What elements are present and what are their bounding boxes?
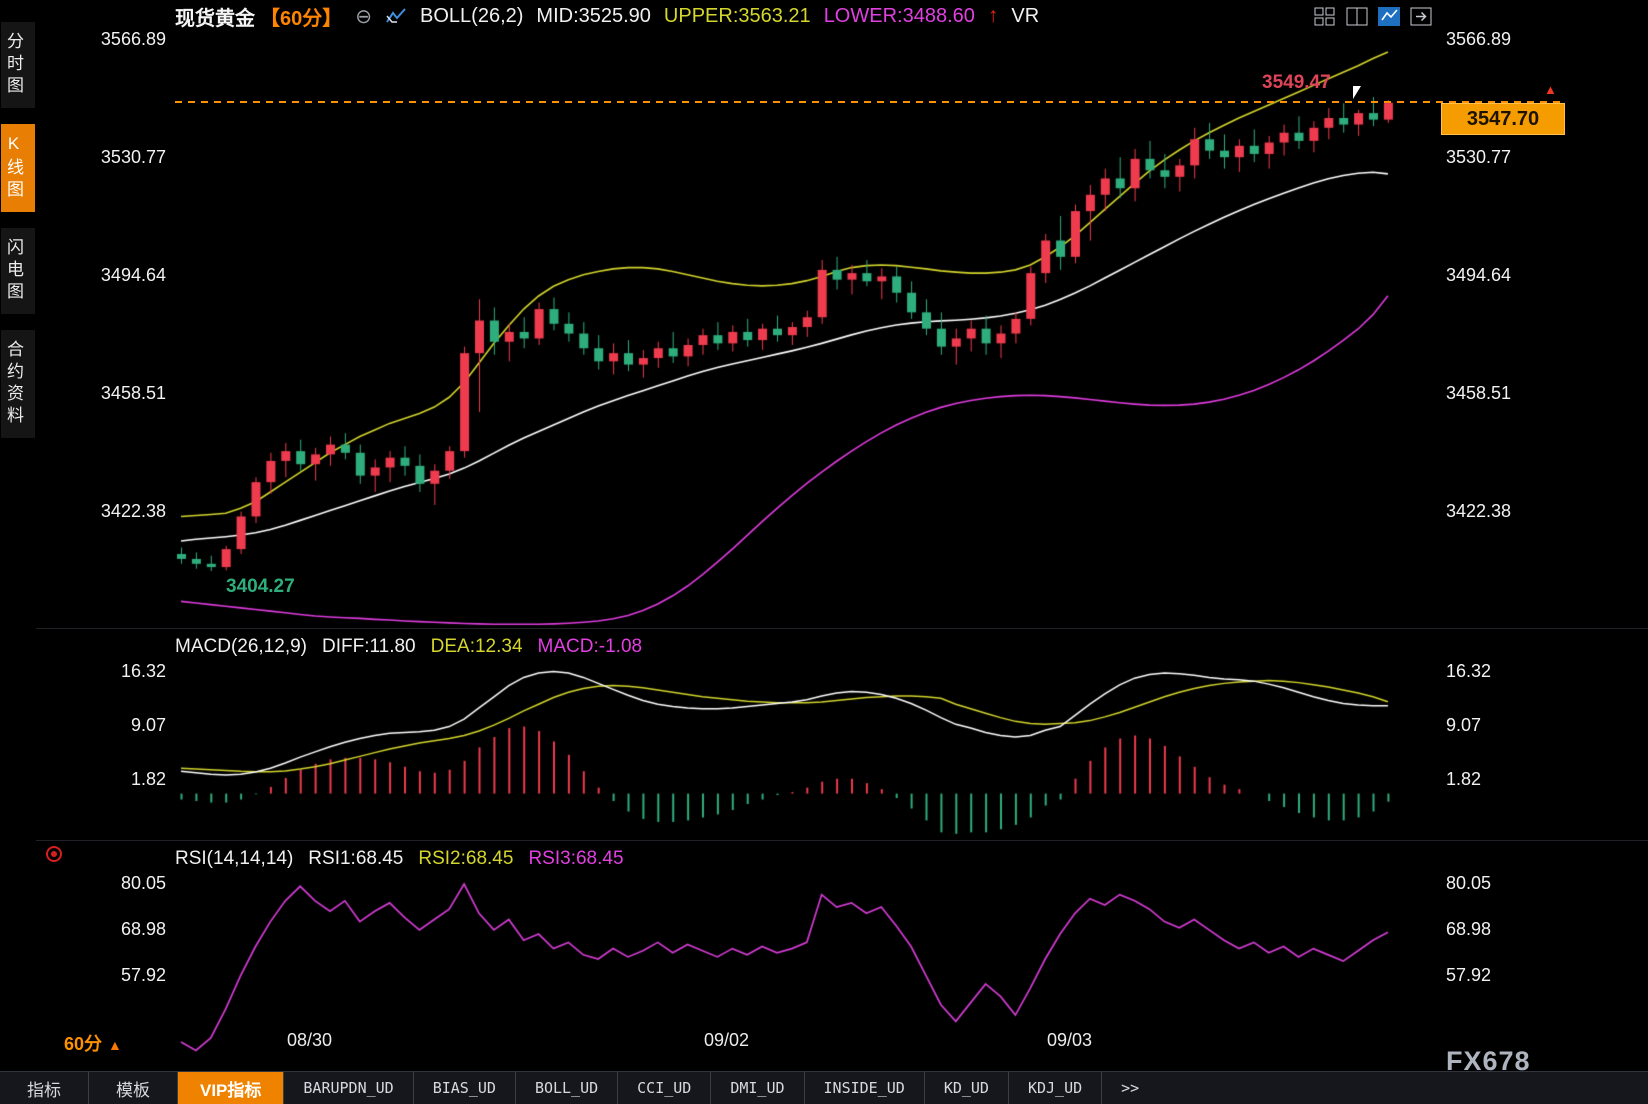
tab-inside-ud[interactable]: INSIDE_UD bbox=[805, 1072, 925, 1104]
period-selector[interactable]: 60分 ▲ bbox=[64, 1030, 122, 1056]
panel-divider bbox=[36, 840, 1648, 841]
tab-cci-ud[interactable]: CCI_UD bbox=[618, 1072, 712, 1104]
tab-more[interactable]: >> bbox=[1121, 1079, 1140, 1097]
period-up-icon: ▲ bbox=[108, 1037, 122, 1053]
boll-mid-value: MID:3525.90 bbox=[536, 4, 651, 27]
y-axis-label: 3494.64 bbox=[100, 265, 166, 285]
tab-templates[interactable]: 模板 bbox=[89, 1072, 178, 1104]
macd-diff-value: DIFF:11.80 bbox=[322, 636, 416, 657]
panel-divider bbox=[36, 628, 1648, 629]
rsi-axis-label: 80.05 bbox=[120, 873, 166, 893]
indicator-settings-icon[interactable] bbox=[46, 846, 62, 862]
rsi-panel-title: RSI(14,14,14) RSI1:68.45 RSI2:68.45 RSI3… bbox=[175, 848, 624, 870]
rsi-title: RSI(14,14,14) bbox=[175, 848, 294, 869]
rsi-axis-label: 57.92 bbox=[1446, 965, 1492, 985]
sidebar-item-lightning-chart[interactable]: 闪电图 bbox=[1, 228, 35, 314]
indicator-chart-icon bbox=[386, 8, 406, 23]
layout-toolbar bbox=[1312, 4, 1434, 28]
macd-axis-label: 16.32 bbox=[120, 661, 166, 681]
tab-bias-ud[interactable]: BIAS_UD bbox=[414, 1072, 516, 1104]
price-up-arrow-icon: ↑ bbox=[987, 4, 999, 27]
last-price-tag: 3547.70 bbox=[1441, 103, 1565, 135]
expand-panel-icon[interactable] bbox=[1408, 4, 1434, 28]
sidebar: 分时图 K线图 闪电图 合约资料 bbox=[0, 22, 36, 438]
layout-grid-icon[interactable] bbox=[1312, 4, 1338, 28]
last-price-line bbox=[175, 101, 1563, 103]
sidebar-item-contract-info[interactable]: 合约资料 bbox=[1, 330, 35, 438]
vr-label[interactable]: VR bbox=[1011, 4, 1040, 27]
tab-boll-ud[interactable]: BOLL_UD bbox=[516, 1072, 619, 1104]
macd-axis-label: 1.82 bbox=[130, 769, 166, 789]
rsi-axis-label: 68.98 bbox=[120, 919, 166, 939]
period-label[interactable]: 【60分】 bbox=[260, 7, 343, 30]
boll-lower-value: LOWER:3488.60 bbox=[823, 4, 975, 27]
low-price-annotation: 3404.27 bbox=[226, 576, 295, 597]
y-axis-label: 3458.51 bbox=[1446, 383, 1512, 403]
rsi1-value: RSI1:68.45 bbox=[308, 848, 404, 869]
price-tag-up-icon: ▲ bbox=[1544, 82, 1557, 97]
y-axis-label: 3458.51 bbox=[100, 383, 166, 403]
indicator-tabbar: 指标 模板 VIP指标 BARUPDN_UD BIAS_UD BOLL_UD C… bbox=[0, 1071, 1648, 1104]
macd-hist-value: MACD:-1.08 bbox=[537, 636, 643, 657]
x-axis-label: 09/02 bbox=[704, 1030, 750, 1050]
layout-split-icon[interactable] bbox=[1344, 4, 1370, 28]
macd-axis-label: 1.82 bbox=[1446, 769, 1482, 789]
boll-indicator-label: BOLL(26,2) bbox=[420, 4, 524, 27]
rsi2-value: RSI2:68.45 bbox=[418, 848, 514, 869]
high-price-annotation: 3549.47 bbox=[1262, 72, 1331, 93]
minus-circle-icon[interactable]: ⊖ bbox=[355, 5, 373, 28]
macd-dea-value: DEA:12.34 bbox=[430, 636, 523, 657]
tab-indicators[interactable]: 指标 bbox=[0, 1072, 89, 1104]
macd-panel-title: MACD(26,12,9) DIFF:11.80 DEA:12.34 MACD:… bbox=[175, 636, 642, 658]
symbol-name: 现货黄金 bbox=[175, 7, 255, 30]
rsi-axis-label: 68.98 bbox=[1446, 919, 1492, 939]
y-axis-label: 3422.38 bbox=[100, 501, 166, 521]
macd-axis-label: 9.07 bbox=[130, 715, 166, 735]
macd-axis-label: 16.32 bbox=[1446, 661, 1492, 681]
tab-kdj-ud[interactable]: KDJ_UD bbox=[1009, 1072, 1103, 1104]
y-axis-label: 3494.64 bbox=[1446, 265, 1512, 285]
macd-axis-label: 9.07 bbox=[1446, 715, 1482, 735]
x-axis-label: 08/30 bbox=[287, 1030, 333, 1050]
rsi-axis-label: 80.05 bbox=[1446, 873, 1492, 893]
rsi-axis-label: 57.92 bbox=[120, 965, 166, 985]
y-axis-label: 3422.38 bbox=[1446, 501, 1512, 521]
y-axis-label: 3530.77 bbox=[100, 147, 166, 167]
tab-barupdn-ud[interactable]: BARUPDN_UD bbox=[284, 1072, 414, 1104]
y-axis-label: 3530.77 bbox=[1446, 147, 1512, 167]
sidebar-item-time-chart[interactable]: 分时图 bbox=[1, 22, 35, 108]
y-axis-label: 3566.89 bbox=[100, 29, 166, 49]
y-axis-label: 3566.89 bbox=[1446, 29, 1512, 49]
sidebar-item-kline-chart[interactable]: K线图 bbox=[1, 124, 35, 212]
tab-dmi-ud[interactable]: DMI_UD bbox=[711, 1072, 805, 1104]
x-axis-label: 09/03 bbox=[1047, 1030, 1093, 1050]
rsi3-value: RSI3:68.45 bbox=[528, 848, 624, 869]
tab-kd-ud[interactable]: KD_UD bbox=[925, 1072, 1009, 1104]
macd-title: MACD(26,12,9) bbox=[175, 636, 307, 657]
boll-upper-value: UPPER:3563.21 bbox=[663, 4, 811, 27]
chart-canvas[interactable] bbox=[175, 32, 1437, 1052]
chart-header: 现货黄金 【60分】 ⊖ BOLL(26,2) MID:3525.90 UPPE… bbox=[175, 0, 1039, 32]
period-value: 60分 bbox=[64, 1034, 103, 1054]
tab-vip-indicators[interactable]: VIP指标 bbox=[178, 1072, 285, 1104]
chart-view-icon[interactable] bbox=[1376, 4, 1402, 28]
mouse-cursor bbox=[1353, 86, 1361, 99]
